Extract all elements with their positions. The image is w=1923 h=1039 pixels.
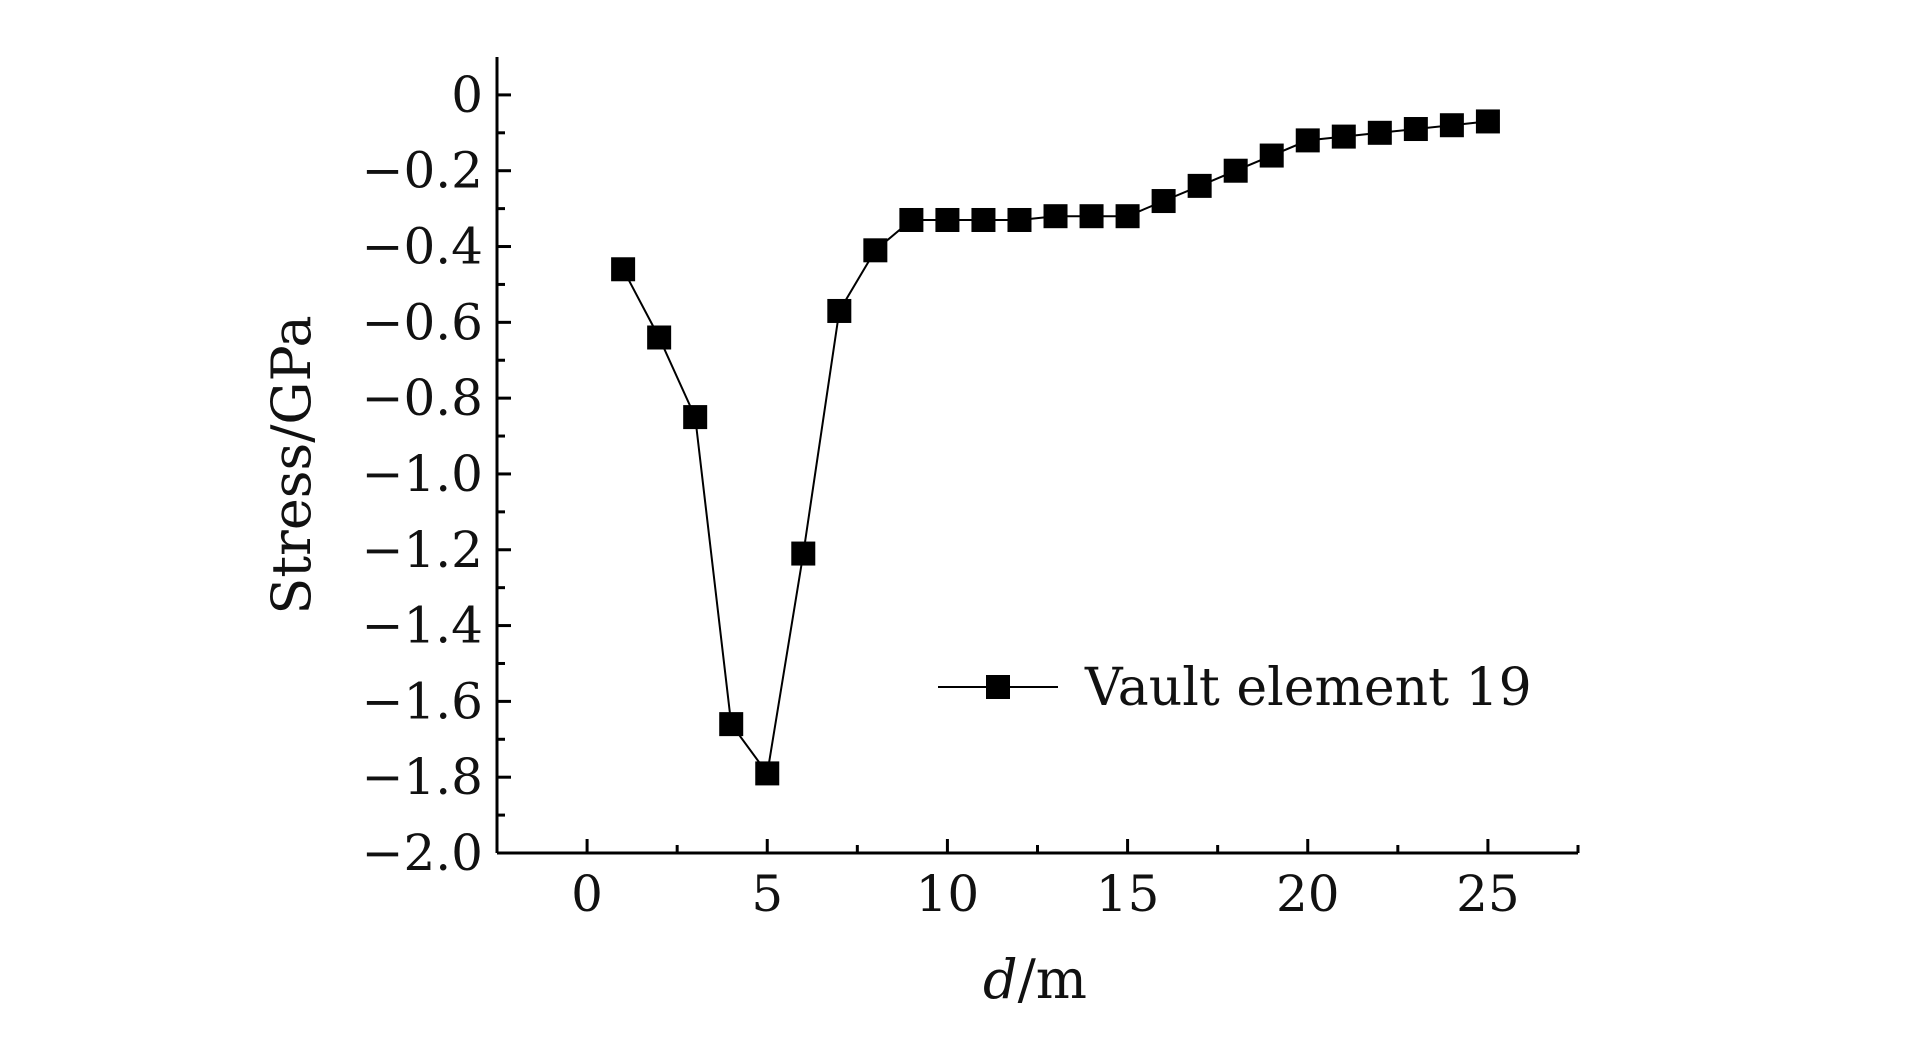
data-point [1259, 143, 1284, 168]
data-point [1223, 158, 1248, 183]
x-axis-title: d/m [983, 948, 1087, 1011]
y-tick-label: −0.8 [362, 369, 483, 427]
data-point [1331, 124, 1356, 149]
series-layer [611, 109, 1500, 786]
data-point [1439, 113, 1464, 138]
data-point [755, 761, 780, 786]
axes [495, 57, 1580, 855]
x-tick-label: 25 [1456, 865, 1520, 923]
data-point [647, 325, 672, 350]
x-axis-title-unit: /m [1018, 948, 1087, 1011]
x-axis-title-italic: d [983, 948, 1018, 1011]
y-tick-label: −1.4 [362, 597, 483, 655]
data-point [1007, 207, 1032, 232]
y-tick-label: −1.8 [362, 748, 483, 806]
data-point [1295, 128, 1320, 153]
data-point [1115, 204, 1140, 229]
y-tick-label: −1.0 [362, 445, 483, 503]
x-tick-labels: 0 5 10 15 20 25 [571, 865, 1520, 923]
data-point [611, 257, 636, 282]
y-axis-title: Stress/GPa [260, 315, 323, 614]
y-tick-label: −0.4 [362, 218, 483, 276]
data-point [1367, 120, 1392, 145]
data-point [791, 541, 816, 566]
data-point [1403, 117, 1428, 142]
data-point [971, 207, 996, 232]
data-point [1475, 109, 1500, 134]
data-point [683, 405, 708, 430]
data-point [1079, 204, 1104, 229]
y-tick-label: −1.2 [362, 521, 483, 579]
data-point [1043, 204, 1068, 229]
x-tick-label: 10 [916, 865, 980, 923]
x-tick-label: 0 [571, 865, 603, 923]
x-tick-label: 5 [751, 865, 783, 923]
y-tick-label: −2.0 [362, 824, 483, 882]
y-tick-labels: 0 −0.2 −0.4 −0.6 −0.8 −1.0 −1.2 −1.4 −1.6 −1.8 −2.… [362, 66, 483, 882]
data-point [863, 238, 888, 263]
data-point [719, 712, 744, 737]
y-tick-label: 0 [451, 66, 483, 124]
legend-marker [986, 675, 1010, 699]
y-tick-label: −0.6 [362, 293, 483, 351]
data-point [899, 207, 924, 232]
data-point [935, 207, 960, 232]
y-tick-label: −0.2 [362, 142, 483, 200]
data-point [827, 298, 852, 323]
y-tick-label: −1.6 [362, 672, 483, 730]
x-tick-label: 15 [1096, 865, 1160, 923]
data-point [1187, 173, 1212, 198]
legend-label: Vault element 19 [1084, 658, 1532, 718]
x-tick-label: 20 [1276, 865, 1340, 923]
data-point [1151, 189, 1176, 214]
legend: Vault element 19 [938, 658, 1532, 718]
